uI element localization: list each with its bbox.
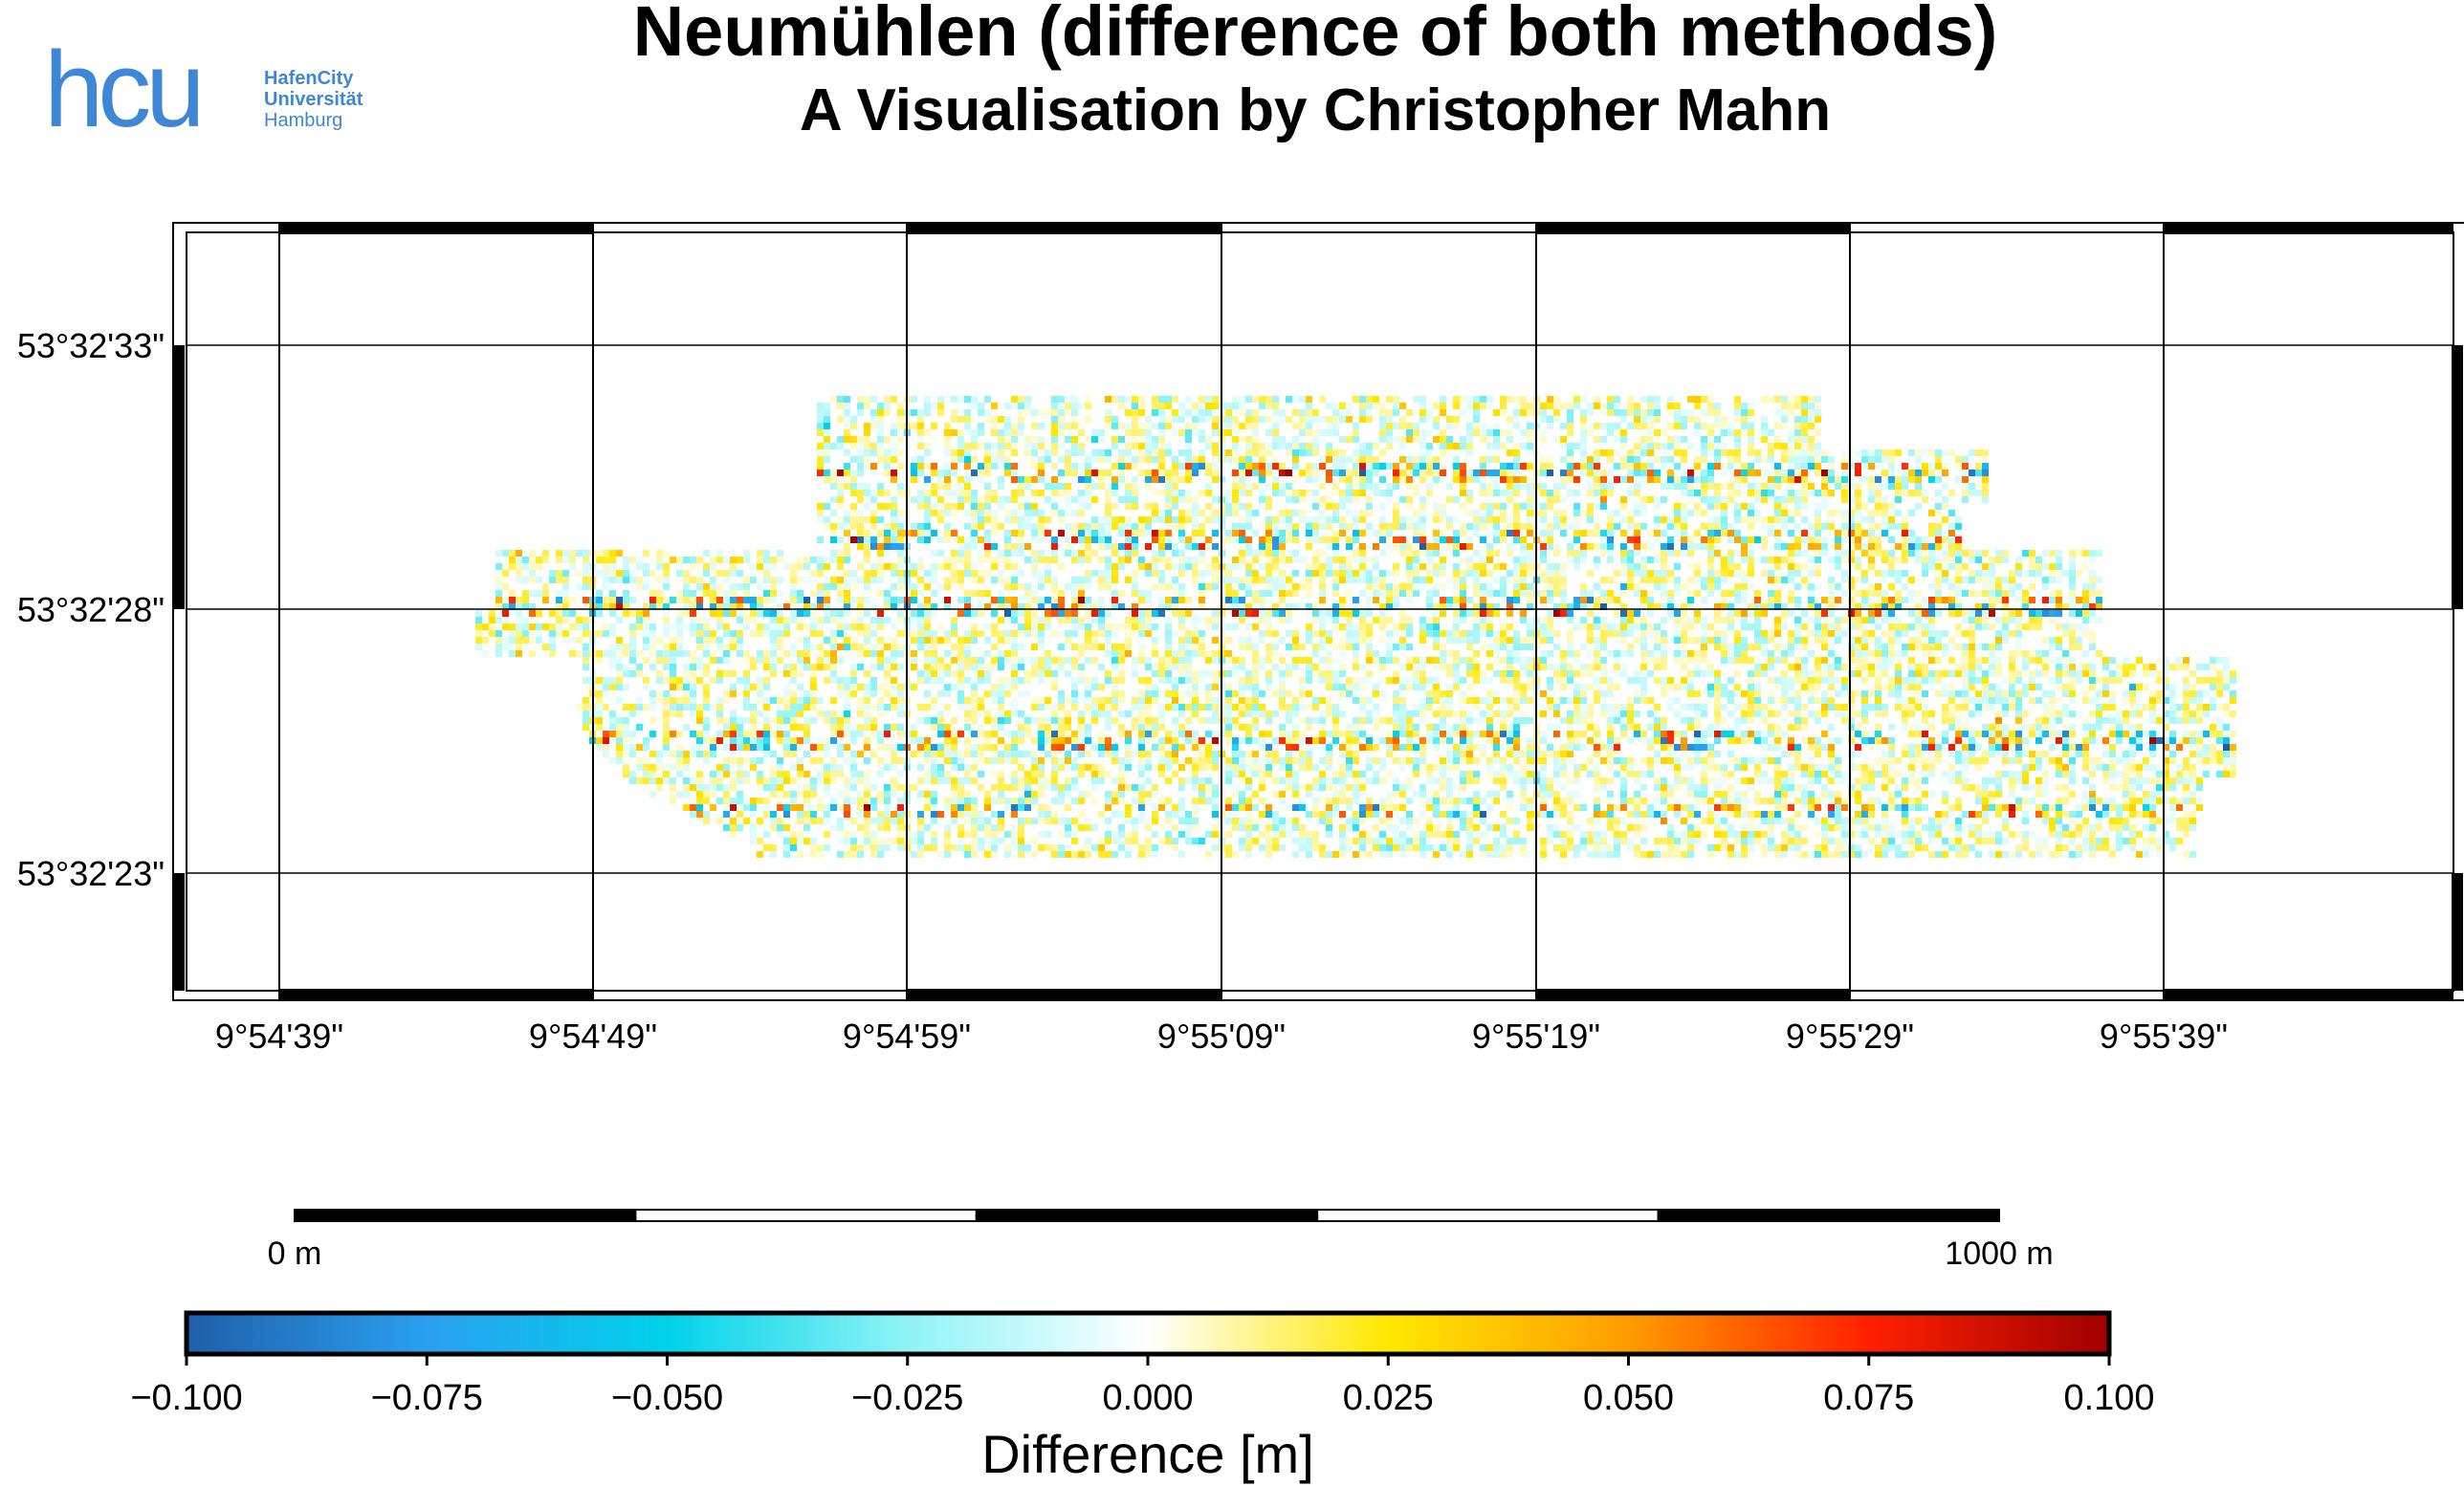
longitude-tick-label: 9°54'49" (529, 1017, 657, 1056)
frame-segment (279, 989, 593, 1000)
scale-bar-segment (1657, 1209, 2000, 1222)
frame-segment (2452, 873, 2463, 991)
colorbar-tick-label: 0.050 (1583, 1378, 1674, 1418)
frame-outer (172, 222, 2464, 1001)
logo-line-1: HafenCity (264, 68, 354, 89)
map-title: Neumühlen (difference of both methods) (633, 0, 1998, 71)
logo-line-3: Hamburg (264, 110, 342, 131)
colorbar-tick-label: −0.025 (851, 1378, 963, 1418)
colorbar-gradient (184, 1310, 2112, 1357)
frame-segment (279, 223, 593, 234)
difference-raster (475, 396, 2236, 858)
frame-segment (173, 345, 185, 609)
colorbar-ticks: −0.100 −0.075 −0.050 −0.025 0.000 0.025 0.050 0… (130, 1354, 2155, 1418)
latitude-tick-label: 53°32'28" (17, 590, 165, 629)
scale-bar-segment (975, 1209, 1319, 1222)
map-frame (172, 222, 2464, 1001)
colorbar: −0.100 −0.075 −0.050 −0.025 0.000 0.025 0.050 0… (130, 1310, 2155, 1484)
scale-bar-segment (1316, 1209, 1660, 1222)
frame-segment (2164, 989, 2453, 1000)
longitude-labels: 9°54'39" 9°54'49" 9°54'59" 9°55'09" 9°55'19"… (215, 1017, 2228, 1056)
frame-segment (907, 989, 1221, 1000)
logo-mark: hcu (44, 30, 200, 149)
frame-segment (907, 223, 1221, 234)
logo-line-2: Universität (264, 89, 363, 110)
latitude-tick-label: 53°32'23" (17, 854, 165, 893)
longitude-tick-label: 9°54'59" (843, 1017, 971, 1056)
longitude-tick-label: 9°55'29" (1786, 1017, 1914, 1056)
frame-segment (2164, 223, 2453, 234)
colorbar-tick-label: −0.050 (611, 1378, 723, 1418)
longitude-tick-label: 9°55'39" (2100, 1017, 2228, 1056)
longitude-tick-label: 9°55'09" (1157, 1017, 1286, 1056)
colorbar-tick-label: 0.025 (1343, 1378, 1434, 1418)
scale-bar-end-label: 1000 m (1945, 1236, 2053, 1272)
map-panel: 9°54'39" 9°54'49" 9°54'59" 9°55'09" 9°55'19"… (17, 222, 2464, 1056)
scale-bar-start-label: 0 m (268, 1236, 322, 1272)
frame-segment (1536, 989, 1850, 1000)
colorbar-tick-label: 0.000 (1102, 1378, 1193, 1418)
hcu-logo: hcu HafenCity Universität Hamburg (44, 30, 363, 149)
frame-segment (2452, 345, 2463, 609)
scale-bar: 0 m 1000 m (268, 1209, 2054, 1272)
map-subtitle: A Visualisation by Christopher Mahn (800, 77, 1831, 143)
colorbar-tick-label: 0.075 (1823, 1378, 1914, 1418)
latitude-labels: 53°32'33" 53°32'28" 53°32'23" (17, 326, 165, 893)
colorbar-label: Difference [m] (981, 1424, 1314, 1484)
colorbar-tick-label: −0.075 (371, 1378, 483, 1418)
longitude-tick-label: 9°55'19" (1472, 1017, 1600, 1056)
frame-segment (1536, 223, 1850, 234)
scale-bar-segment (634, 1209, 978, 1222)
scale-bar-segment (294, 1209, 637, 1222)
frame-inner (186, 231, 2454, 992)
latitude-tick-label: 53°32'33" (17, 326, 165, 365)
longitude-tick-label: 9°54'39" (215, 1017, 343, 1056)
colorbar-tick-label: −0.100 (130, 1378, 242, 1418)
colorbar-tick-label: 0.100 (2063, 1378, 2154, 1418)
frame-segment (173, 873, 185, 991)
